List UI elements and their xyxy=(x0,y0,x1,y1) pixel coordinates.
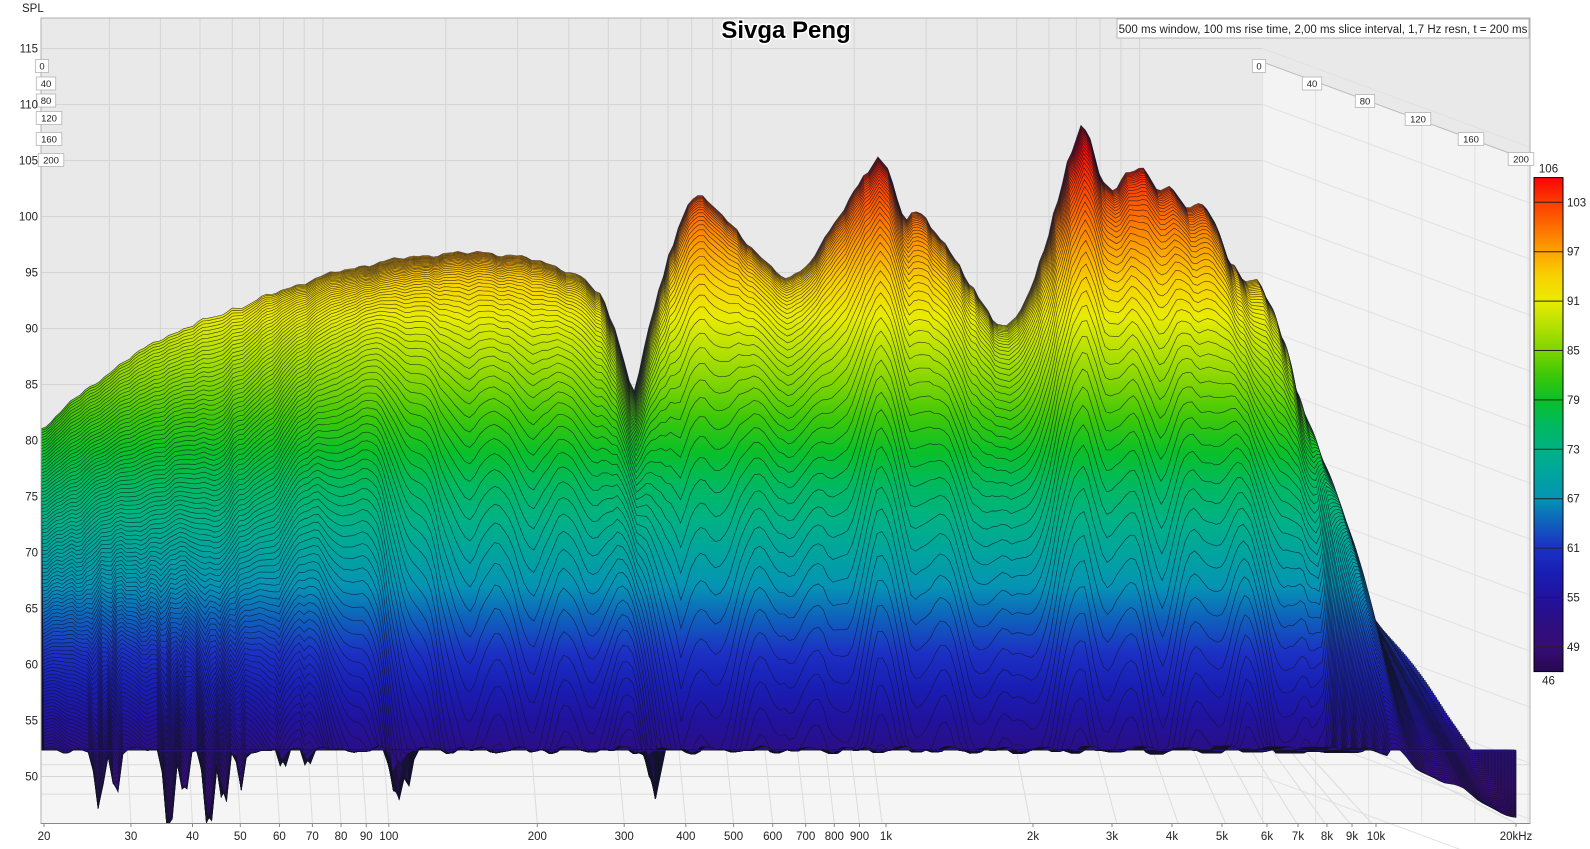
svg-text:91: 91 xyxy=(1567,296,1580,308)
svg-text:7k: 7k xyxy=(1292,831,1304,843)
svg-text:40: 40 xyxy=(186,831,199,843)
svg-text:60: 60 xyxy=(25,660,38,672)
svg-text:900: 900 xyxy=(850,831,869,843)
svg-text:80: 80 xyxy=(335,831,348,843)
svg-text:73: 73 xyxy=(1567,444,1580,456)
svg-text:0: 0 xyxy=(1256,61,1261,72)
svg-text:80: 80 xyxy=(41,96,52,107)
svg-text:160: 160 xyxy=(1463,134,1479,145)
svg-text:80: 80 xyxy=(25,436,38,448)
svg-text:200: 200 xyxy=(43,155,59,166)
svg-text:3k: 3k xyxy=(1106,831,1118,843)
svg-text:97: 97 xyxy=(1567,247,1580,259)
svg-text:700: 700 xyxy=(796,831,815,843)
svg-text:46: 46 xyxy=(1542,676,1555,688)
svg-text:40: 40 xyxy=(1307,79,1318,90)
svg-text:160: 160 xyxy=(41,134,57,145)
svg-text:1k: 1k xyxy=(880,831,892,843)
svg-text:90: 90 xyxy=(360,831,373,843)
svg-text:61: 61 xyxy=(1567,543,1580,555)
svg-text:90: 90 xyxy=(25,324,38,336)
svg-text:10k: 10k xyxy=(1367,831,1386,843)
svg-text:Sivga Peng: Sivga Peng xyxy=(721,17,850,44)
svg-text:SPL: SPL xyxy=(22,3,44,15)
svg-text:4k: 4k xyxy=(1166,831,1178,843)
svg-text:79: 79 xyxy=(1567,395,1580,407)
svg-text:2k: 2k xyxy=(1027,831,1039,843)
svg-text:200: 200 xyxy=(1513,154,1529,165)
svg-text:0: 0 xyxy=(39,61,44,72)
svg-text:120: 120 xyxy=(41,113,57,124)
svg-text:120: 120 xyxy=(1410,114,1426,125)
svg-text:20: 20 xyxy=(38,831,51,843)
svg-text:70: 70 xyxy=(306,831,319,843)
svg-text:9k: 9k xyxy=(1346,831,1358,843)
svg-text:85: 85 xyxy=(1567,346,1580,358)
svg-text:5k: 5k xyxy=(1216,831,1228,843)
svg-text:50: 50 xyxy=(234,831,247,843)
svg-text:80: 80 xyxy=(1360,96,1371,107)
svg-text:55: 55 xyxy=(25,716,38,728)
svg-text:500: 500 xyxy=(724,831,743,843)
svg-text:75: 75 xyxy=(25,492,38,504)
svg-text:600: 600 xyxy=(763,831,782,843)
svg-text:115: 115 xyxy=(20,44,38,56)
svg-text:400: 400 xyxy=(676,831,695,843)
svg-text:105: 105 xyxy=(19,156,38,168)
svg-text:800: 800 xyxy=(825,831,844,843)
svg-text:103: 103 xyxy=(1567,197,1586,209)
svg-text:106: 106 xyxy=(1539,164,1558,176)
svg-text:40: 40 xyxy=(41,79,52,90)
svg-text:65: 65 xyxy=(25,604,38,616)
svg-text:30: 30 xyxy=(125,831,138,843)
svg-text:50: 50 xyxy=(25,772,38,784)
svg-text:8k: 8k xyxy=(1321,831,1333,843)
svg-text:20kHz: 20kHz xyxy=(1500,831,1533,843)
svg-text:300: 300 xyxy=(615,831,634,843)
svg-text:95: 95 xyxy=(25,268,38,280)
svg-text:100: 100 xyxy=(379,831,398,843)
svg-text:85: 85 xyxy=(25,380,38,392)
svg-text:67: 67 xyxy=(1567,494,1580,506)
svg-text:70: 70 xyxy=(25,548,38,560)
svg-text:60: 60 xyxy=(273,831,286,843)
svg-text:200: 200 xyxy=(528,831,547,843)
svg-text:100: 100 xyxy=(19,212,38,224)
svg-text:500 ms window, 100 ms rise tim: 500 ms window, 100 ms rise time, 2,00 ms… xyxy=(1119,24,1528,36)
svg-text:55: 55 xyxy=(1567,593,1580,605)
svg-text:6k: 6k xyxy=(1261,831,1273,843)
svg-text:110: 110 xyxy=(20,100,38,112)
svg-text:49: 49 xyxy=(1567,642,1580,654)
